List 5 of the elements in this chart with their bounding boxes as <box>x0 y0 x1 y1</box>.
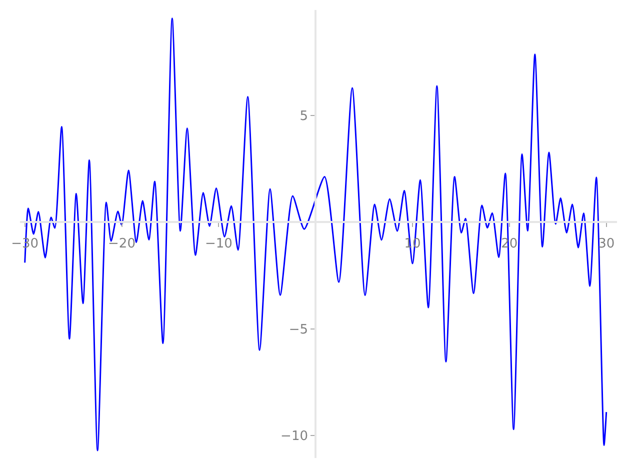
x-tick-label: −20 <box>108 236 136 252</box>
y-tick-label: −5 <box>288 322 308 338</box>
y-tick-label: 5 <box>300 108 308 124</box>
x-tick-label: −10 <box>204 236 232 252</box>
y-tick-label: −10 <box>280 429 308 444</box>
